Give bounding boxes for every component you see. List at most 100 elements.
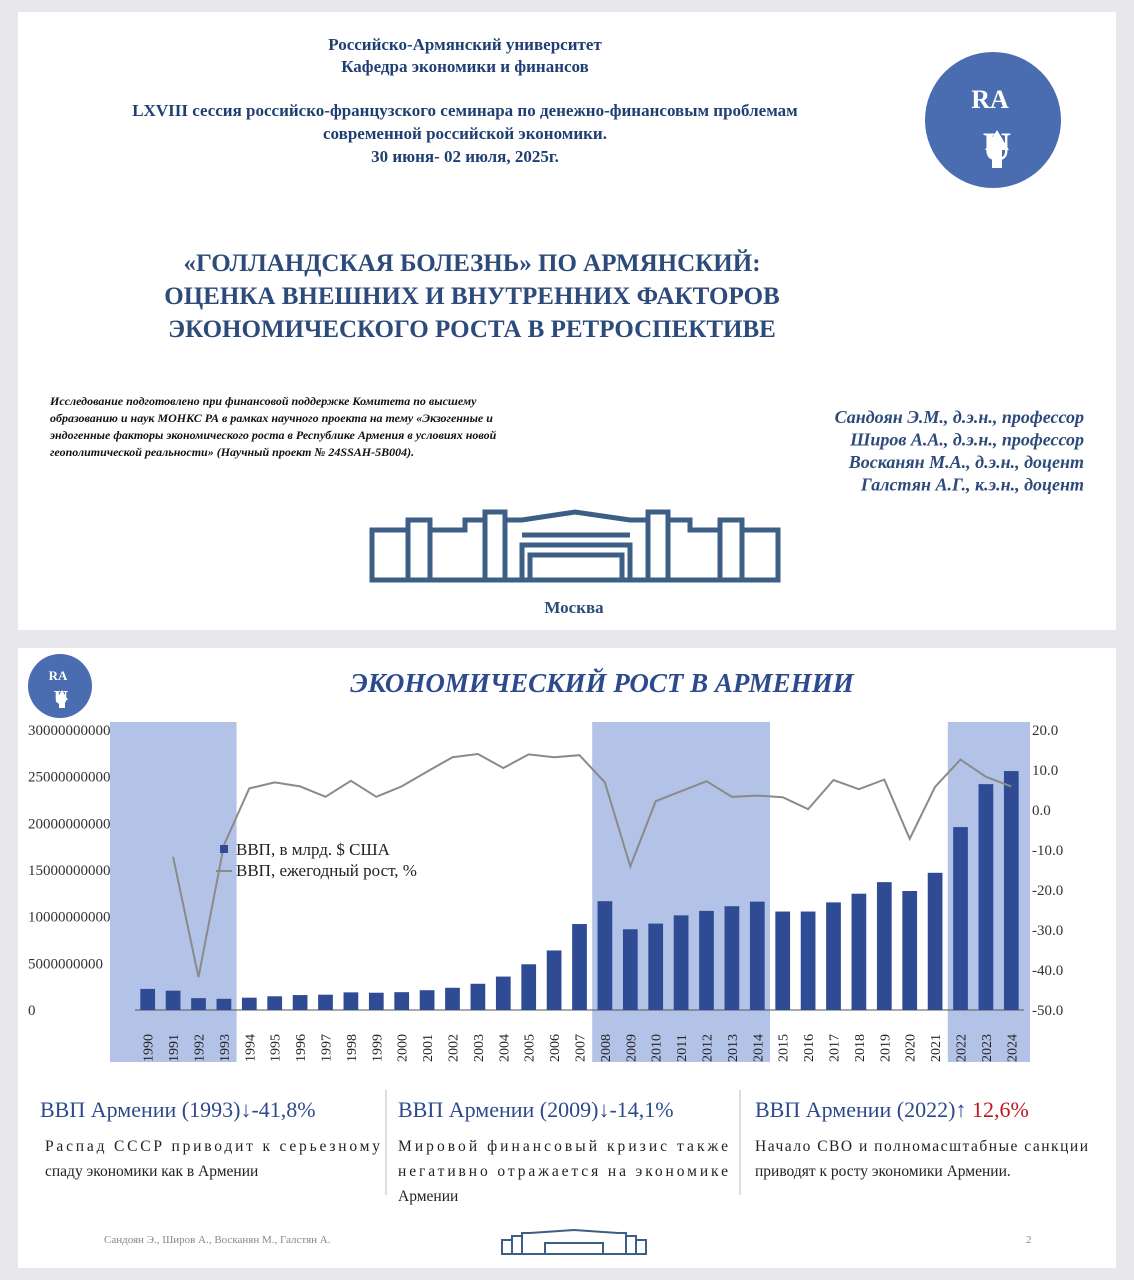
bar [267, 996, 283, 1010]
bar [318, 994, 333, 1010]
x-tick-label: 1996 [294, 1034, 309, 1062]
bar [1003, 771, 1019, 1010]
logo-arrow [56, 690, 68, 708]
legend-swatch [220, 845, 228, 853]
bar [953, 827, 968, 1010]
note-body: Армении [398, 1188, 458, 1205]
bar [927, 872, 943, 1010]
y2-tick-label: -20.0 [1032, 883, 1063, 899]
logo [28, 654, 92, 718]
bar [191, 998, 206, 1010]
y2-tick-label: -10.0 [1032, 843, 1063, 859]
x-tick-label: 1990 [142, 1034, 157, 1062]
highlight [110, 722, 237, 1062]
x-tick-label: 2012 [701, 1034, 716, 1062]
bar [216, 998, 232, 1010]
y-tick-label: 20000000000 [28, 816, 111, 832]
author: Восканян М.А., д.э.н., доцент [848, 452, 1084, 472]
x-tick-label: 2015 [777, 1034, 792, 1062]
page-number: 2 [1026, 1234, 1032, 1246]
y-tick-label: 25000000000 [28, 770, 111, 786]
bar [724, 906, 740, 1010]
bar [343, 992, 359, 1010]
bar [902, 891, 918, 1010]
author: Галстян А.Г., к.э.н., доцент [860, 475, 1084, 495]
x-tick-label: 2021 [929, 1034, 944, 1062]
title-line: ОЦЕНКА ВНЕШНИХ И ВНУТРЕННИХ ФАКТОРОВ [164, 283, 779, 310]
bar [978, 784, 994, 1010]
funding-line: геополитической реальности» (Научный про… [50, 445, 414, 459]
note-heading: ВВП Армении (2009)↓-14,1% [398, 1097, 674, 1122]
y-tick-label: 10000000000 [28, 910, 111, 926]
bar [572, 924, 587, 1010]
x-tick-label: 2016 [802, 1034, 817, 1062]
x-tick-label: 1997 [320, 1034, 335, 1062]
y-tick-label: 15000000000 [28, 863, 111, 879]
x-tick-label: 2001 [421, 1034, 436, 1062]
content: Российско-Армянский университет Кафедра э… [28, 35, 1088, 1246]
logo-arrow [985, 130, 1009, 168]
y2-tick-label: 0.0 [1032, 803, 1051, 819]
x-tick-label: 2008 [599, 1034, 614, 1062]
footer-icon [501, 1228, 647, 1255]
x-tick-label: 1994 [243, 1034, 258, 1062]
bar [699, 910, 714, 1010]
x-tick-label: 2006 [548, 1034, 563, 1062]
x-tick-label: 2000 [396, 1034, 411, 1062]
x-tick-label: 1991 [167, 1034, 182, 1062]
x-tick-label: 1999 [370, 1034, 385, 1062]
x-tick-label: 2019 [878, 1034, 893, 1062]
x-tick-label: 2009 [624, 1034, 639, 1062]
note-body: приводят к росту экономики Армении. [755, 1163, 1011, 1180]
x-tick-label: 2010 [650, 1034, 665, 1062]
bar [673, 915, 689, 1010]
line [172, 752, 1012, 978]
x-tick-label: 2014 [751, 1034, 766, 1062]
author: Сандоян Э.М., д.э.н., профессор [835, 407, 1084, 427]
bar [622, 929, 638, 1010]
y2-tick-label: 10.0 [1032, 763, 1058, 779]
city: Москва [544, 598, 604, 617]
logo-text: U [983, 124, 1012, 169]
bar [368, 992, 384, 1010]
bar [241, 997, 257, 1010]
logo-text: RA [971, 85, 1009, 114]
y2-tick-label: -50.0 [1032, 1003, 1063, 1019]
x-tick-label: 1995 [269, 1034, 284, 1062]
bar [140, 988, 156, 1010]
note-body: негативно отражается на экономике [398, 1163, 728, 1180]
session-line: 30 июня- 02 июля, 2025г. [371, 147, 559, 166]
note-heading: ВВП Армении (2022)↑ 12,6% [755, 1097, 1029, 1122]
header-line: Кафедра экономики и финансов [341, 57, 589, 76]
bar [495, 976, 511, 1010]
x-tick-label: 2007 [574, 1034, 589, 1062]
bar [749, 901, 765, 1010]
bar [521, 964, 537, 1010]
x-tick-label: 2022 [955, 1034, 970, 1062]
slide-title: ЭКОНОМИЧЕСКИЙ РОСТ В АРМЕНИИ [350, 667, 854, 698]
logo [925, 52, 1061, 188]
bar [419, 990, 435, 1010]
legend-label: ВВП, ежегодный рост, % [236, 861, 417, 880]
bar [394, 992, 410, 1010]
logo-text: RA [49, 668, 68, 683]
building [369, 509, 781, 583]
funding-line: образованию и наук МОНКС РА в рамках нау… [50, 411, 493, 425]
header-line: Российско-Армянский университет [328, 35, 602, 54]
x-tick-label: 2004 [497, 1034, 512, 1062]
bar [292, 995, 308, 1010]
x-tick-label: 2024 [1005, 1034, 1020, 1062]
bar [851, 893, 867, 1010]
author: Широв А.А., д.э.н., профессор [849, 430, 1084, 450]
highlight [592, 722, 770, 1062]
x-tick-label: 2003 [472, 1034, 487, 1062]
x-tick-label: 2005 [523, 1034, 538, 1062]
y-tick-label: 30000000000 [28, 723, 111, 739]
session-line: современной российской экономики. [323, 124, 607, 143]
note-highlight: 12,6% [972, 1097, 1029, 1122]
note-body: спаду экономики как в Армении [45, 1163, 258, 1180]
bar [800, 911, 816, 1010]
note-body: Начало СВО и полномасштабные санкции [755, 1138, 1088, 1155]
